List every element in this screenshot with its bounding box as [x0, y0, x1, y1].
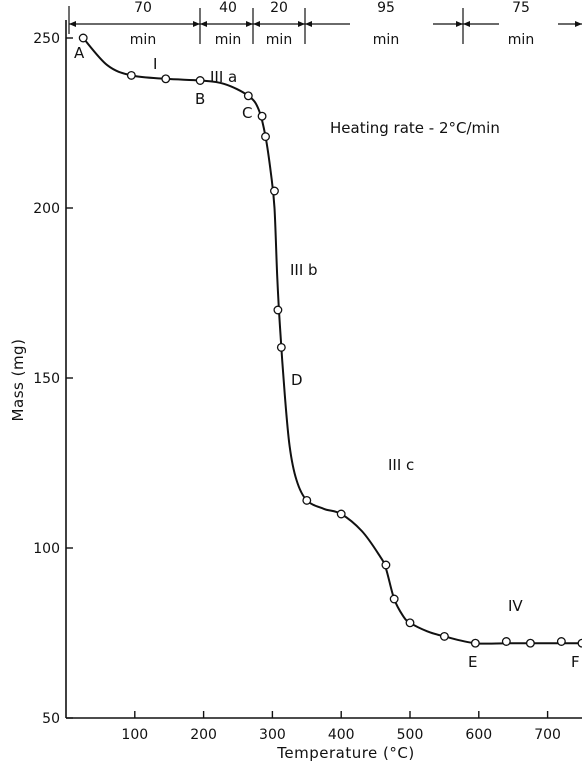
data-point — [470, 638, 480, 648]
data-point — [257, 111, 267, 121]
dimension-arrow — [246, 21, 253, 27]
data-point — [261, 132, 270, 142]
x-tick-label: 200 — [190, 727, 217, 743]
y-tick-label: 50 — [42, 711, 60, 727]
y-tick-label: 250 — [33, 31, 60, 47]
x-tick-label: 100 — [121, 727, 148, 743]
data-point — [270, 186, 279, 196]
region-label-IIIc: III c — [388, 456, 414, 474]
label-C: C — [242, 104, 252, 122]
region-label-IV: IV — [508, 597, 523, 615]
data-point — [381, 560, 391, 570]
duration-unit-4: min — [373, 32, 399, 48]
label-A: A — [74, 44, 85, 62]
duration-unit-2: min — [215, 32, 241, 48]
duration-unit-3: min — [266, 32, 292, 48]
y-tick-label: 150 — [33, 371, 60, 387]
data-point — [243, 91, 253, 101]
dimension-arrow — [305, 21, 312, 27]
dimension-arrow — [456, 21, 463, 27]
label-F: F — [571, 653, 580, 671]
data-point — [126, 70, 136, 80]
duration-labels: 70 min 40 min 20 min 95 min 75 min — [130, 0, 534, 48]
region-label-I: I — [153, 55, 157, 73]
duration-unit-5: min — [508, 32, 534, 48]
x-tick-label: 400 — [328, 727, 355, 743]
data-point — [389, 594, 399, 604]
data-point — [336, 509, 346, 519]
data-point — [161, 74, 171, 84]
data-point — [556, 637, 566, 646]
region-label-IIIb: III b — [290, 261, 318, 279]
dimension-arrow — [253, 21, 260, 27]
x-tick-label: 700 — [534, 727, 561, 743]
x-tick-label: 300 — [259, 727, 286, 743]
y-ticks: 50 100 150 200 250 — [33, 31, 73, 727]
duration-value-2: 40 — [219, 0, 237, 16]
dimension-arrow — [575, 21, 582, 27]
data-point — [195, 76, 205, 85]
x-tick-label: 500 — [397, 727, 424, 743]
duration-value-4: 95 — [377, 0, 395, 16]
y-tick-label: 200 — [33, 201, 60, 217]
duration-value-3: 20 — [270, 0, 288, 16]
data-point — [525, 638, 535, 648]
dimension-arrow — [463, 21, 470, 27]
y-tick-label: 100 — [33, 541, 60, 557]
axes — [65, 20, 582, 719]
data-point — [302, 495, 312, 505]
data-point — [501, 637, 511, 646]
dimension-arrow — [193, 21, 200, 27]
heating-rate-annotation: Heating rate - 2°C/min — [330, 119, 500, 137]
region-label-IIIa: III a — [210, 68, 237, 86]
duration-unit-1: min — [130, 32, 156, 48]
data-points — [78, 33, 582, 648]
label-E: E — [468, 653, 477, 671]
data-point — [577, 638, 582, 648]
data-point — [273, 305, 283, 315]
x-ticks: 100 200 300 400 500 600 700 — [121, 711, 561, 743]
duration-value-1: 70 — [134, 0, 152, 16]
data-point — [276, 342, 286, 352]
x-axis-label: Temperature (°C) — [276, 744, 414, 762]
x-tick-label: 600 — [465, 727, 492, 743]
label-B: B — [195, 90, 205, 108]
dimension-arrow — [69, 21, 76, 27]
data-point — [439, 631, 449, 641]
duration-dimension-lines — [68, 6, 582, 44]
label-D: D — [291, 371, 303, 389]
y-axis-label: Mass (mg) — [9, 339, 27, 422]
data-point — [78, 33, 88, 43]
dimension-arrow — [298, 21, 305, 27]
data-point — [405, 618, 415, 628]
dimension-arrow — [200, 21, 207, 27]
duration-value-5: 75 — [512, 0, 530, 16]
